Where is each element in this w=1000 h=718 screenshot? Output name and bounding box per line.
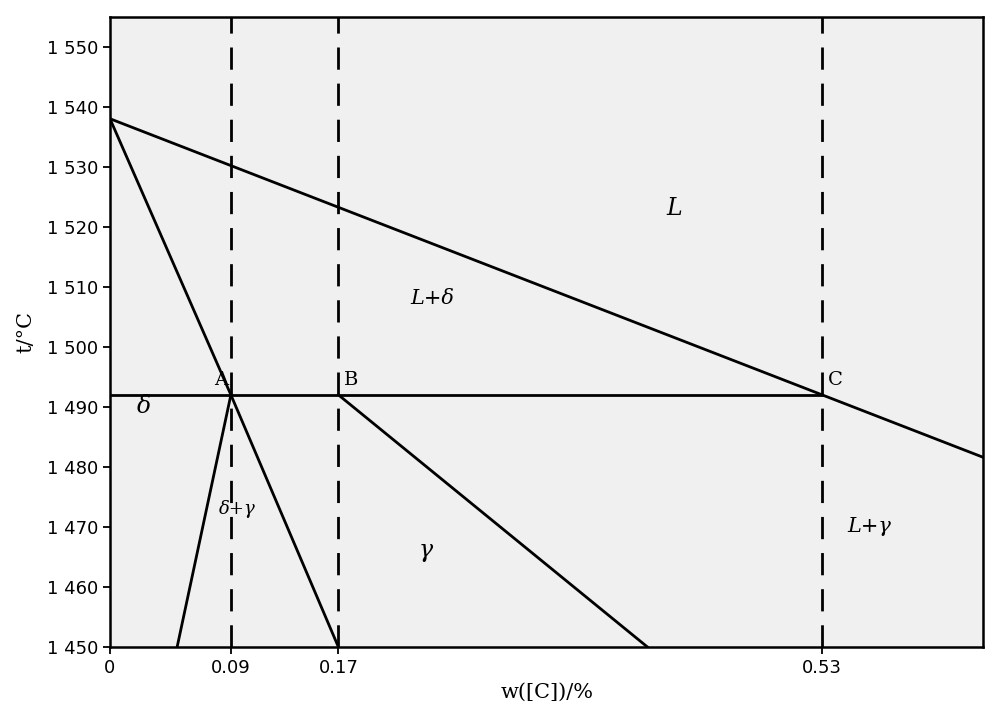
- Text: B: B: [344, 371, 358, 389]
- Text: A: A: [214, 371, 228, 389]
- Text: L: L: [666, 197, 682, 220]
- Y-axis label: t/°C: t/°C: [17, 311, 36, 353]
- Text: C: C: [827, 371, 842, 389]
- Text: L+δ: L+δ: [410, 289, 454, 308]
- Text: γ: γ: [419, 539, 433, 562]
- X-axis label: w([C])/%: w([C])/%: [500, 682, 593, 701]
- Text: δ+γ: δ+γ: [219, 500, 256, 518]
- Text: L+γ: L+γ: [847, 518, 891, 536]
- Text: δ: δ: [136, 396, 151, 419]
